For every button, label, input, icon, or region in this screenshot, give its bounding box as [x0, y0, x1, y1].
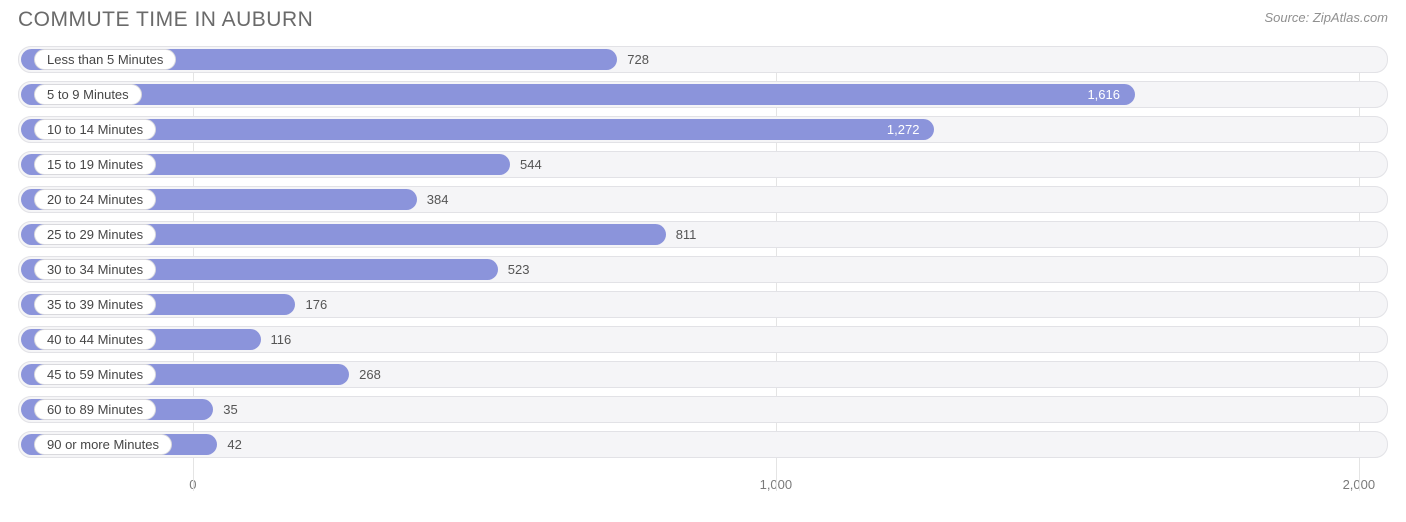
value-label: 268: [349, 361, 381, 388]
value-label: 544: [510, 151, 542, 178]
bar-row: 60 to 89 Minutes 35: [18, 396, 1388, 423]
category-pill: 35 to 39 Minutes: [34, 294, 156, 315]
bar-row: 5 to 9 Minutes1,616: [18, 81, 1388, 108]
category-pill: 5 to 9 Minutes: [34, 84, 142, 105]
chart-area: Less than 5 Minutes 728 5 to 9 Minutes1,61…: [18, 46, 1388, 491]
bar-row: 40 to 44 Minutes 116: [18, 326, 1388, 353]
category-pill: 45 to 59 Minutes: [34, 364, 156, 385]
bar-row: Less than 5 Minutes 728: [18, 46, 1388, 73]
category-pill: 30 to 34 Minutes: [34, 259, 156, 280]
bar-row: 90 or more Minutes 42: [18, 431, 1388, 458]
value-label: 116: [261, 326, 292, 353]
category-pill: 15 to 19 Minutes: [34, 154, 156, 175]
value-label: 42: [217, 431, 241, 458]
bar-row: 20 to 24 Minutes 384: [18, 186, 1388, 213]
value-label: 728: [617, 46, 649, 73]
source-attribution: Source: ZipAtlas.com: [1264, 8, 1388, 25]
bar-row: 45 to 59 Minutes 268: [18, 361, 1388, 388]
bar-row: 25 to 29 Minutes 811: [18, 221, 1388, 248]
bar-row: 30 to 34 Minutes 523: [18, 256, 1388, 283]
bar-group: Less than 5 Minutes 728 5 to 9 Minutes1,61…: [18, 46, 1388, 458]
value-label: 176: [295, 291, 327, 318]
bar-row: 10 to 14 Minutes1,272: [18, 116, 1388, 143]
category-pill: 20 to 24 Minutes: [34, 189, 156, 210]
category-pill: 10 to 14 Minutes: [34, 119, 156, 140]
category-pill: Less than 5 Minutes: [34, 49, 176, 70]
plot-region: Less than 5 Minutes 728 5 to 9 Minutes1,61…: [18, 46, 1388, 491]
x-axis: 01,0002,000: [18, 469, 1388, 495]
value-label: 384: [417, 186, 449, 213]
chart-title: COMMUTE TIME IN AUBURN: [18, 8, 313, 32]
category-pill: 25 to 29 Minutes: [34, 224, 156, 245]
value-label: 1,616: [21, 81, 1132, 108]
chart-header: COMMUTE TIME IN AUBURN Source: ZipAtlas.…: [0, 0, 1406, 32]
value-label: 1,272: [21, 116, 931, 143]
value-label: 811: [666, 221, 697, 248]
category-pill: 60 to 89 Minutes: [34, 399, 156, 420]
category-pill: 90 or more Minutes: [34, 434, 172, 455]
value-label: 523: [498, 256, 530, 283]
bar-row: 15 to 19 Minutes 544: [18, 151, 1388, 178]
value-label: 35: [213, 396, 237, 423]
bar-row: 35 to 39 Minutes 176: [18, 291, 1388, 318]
category-pill: 40 to 44 Minutes: [34, 329, 156, 350]
